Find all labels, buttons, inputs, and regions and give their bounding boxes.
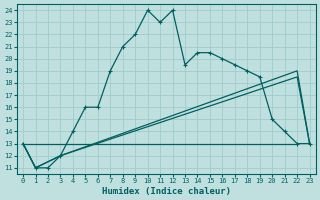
X-axis label: Humidex (Indice chaleur): Humidex (Indice chaleur) bbox=[102, 187, 231, 196]
